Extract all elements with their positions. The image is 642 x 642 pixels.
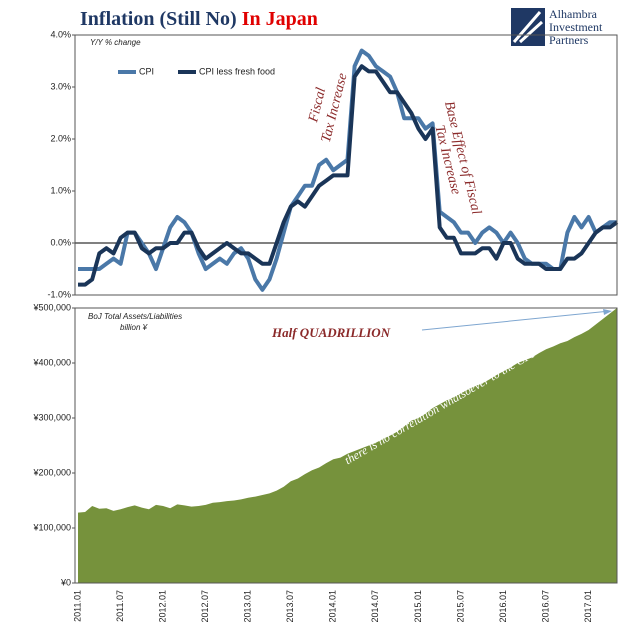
logo: Alhambra Investment Partners bbox=[511, 7, 603, 47]
x-tick-label: 2013.01 bbox=[243, 590, 253, 623]
x-tick-label: 2011.01 bbox=[72, 590, 82, 622]
y-tick-label: 1.0% bbox=[50, 185, 71, 195]
logo-stripes bbox=[512, 11, 544, 44]
axis-label: billion ¥ bbox=[120, 323, 149, 332]
y-tick-label: ¥200,000 bbox=[32, 467, 71, 477]
axis-label: Y/Y % change bbox=[90, 38, 141, 47]
y-tick-label: 4.0% bbox=[50, 29, 71, 39]
y-tick-label: -1.0% bbox=[47, 289, 71, 299]
x-tick-label: 2011.07 bbox=[115, 590, 125, 622]
title: Inflation (Still No) bbox=[80, 8, 237, 30]
y-tick-label: 0.0% bbox=[50, 237, 71, 247]
logo-text: Partners bbox=[549, 33, 589, 47]
x-tick-label: 2017.01 bbox=[583, 590, 593, 623]
area bbox=[78, 308, 617, 583]
x-tick-label: 2016.07 bbox=[540, 590, 550, 623]
y-tick-label: 3.0% bbox=[50, 81, 71, 91]
x-tick-label: 2014.01 bbox=[328, 590, 338, 623]
y-tick-label: ¥500,000 bbox=[32, 302, 71, 312]
annotation-arrowhead bbox=[603, 309, 612, 315]
logo-text: Alhambra bbox=[549, 7, 598, 21]
legend-label: CPI bbox=[139, 66, 154, 76]
series-line bbox=[78, 64, 619, 287]
chart-title: Inflation (Still No) In Japan bbox=[80, 8, 318, 30]
y-tick-label: ¥300,000 bbox=[32, 412, 71, 422]
legend-label: CPI less fresh food bbox=[199, 66, 275, 76]
x-tick-label: 2012.07 bbox=[200, 590, 210, 623]
annotation-arrow bbox=[421, 310, 611, 331]
x-tick-label: 2015.01 bbox=[413, 590, 423, 623]
y-tick-label: ¥0 bbox=[60, 577, 71, 587]
x-tick-label: 2013.07 bbox=[285, 590, 295, 623]
y-tick-label: ¥100,000 bbox=[32, 522, 71, 532]
y-tick-label: ¥400,000 bbox=[32, 357, 71, 367]
x-tick-label: 2015.07 bbox=[455, 590, 465, 623]
x-tick-label: 2016.01 bbox=[498, 590, 508, 623]
plot-frame bbox=[74, 307, 618, 584]
plot-frame bbox=[74, 34, 618, 296]
y-tick-label: 2.0% bbox=[50, 133, 71, 143]
x-tick-label: 2012.01 bbox=[157, 590, 167, 623]
title-highlight: In Japan bbox=[242, 8, 318, 30]
axis-label: BoJ Total Assets/Liabilities bbox=[88, 312, 182, 321]
annotation: Half QUADRILLION bbox=[271, 325, 391, 340]
logo-text: Investment bbox=[549, 20, 603, 34]
x-tick-label: 2014.07 bbox=[370, 590, 380, 623]
